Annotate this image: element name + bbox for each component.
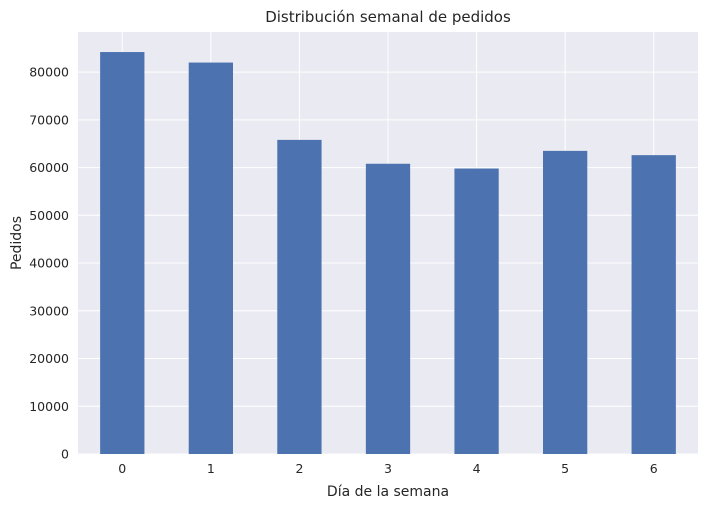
x-tick-label: 4 [473,461,481,476]
x-tick-label: 2 [295,461,303,476]
y-axis-title: Pedidos [9,216,25,270]
y-tick-label: 70000 [29,112,69,127]
x-tick-label: 0 [118,461,126,476]
x-axis-ticks: 0 1 2 3 4 5 6 [118,461,657,476]
bar-6 [631,155,676,454]
x-tick-label: 1 [207,461,215,476]
bar-1 [188,62,233,455]
x-axis-title: Día de la semana [327,484,449,500]
bar-4 [454,168,499,454]
y-tick-label: 50000 [29,208,69,223]
y-tick-label: 20000 [29,351,69,366]
bar-3 [365,163,411,454]
x-tick-label: 5 [561,461,569,476]
chart-title: Distribución semanal de pedidos [265,8,511,26]
y-tick-label: 80000 [29,65,69,80]
bars [100,52,676,455]
bar-0 [100,52,145,454]
y-axis-ticks: 0 10000 20000 30000 40000 50000 60000 70000 8000… [29,65,69,462]
y-tick-label: 0 [61,447,69,462]
bar-5 [543,150,588,454]
y-tick-label: 30000 [29,303,69,318]
x-tick-label: 6 [650,461,658,476]
y-tick-label: 40000 [29,256,69,271]
bar-2 [277,139,322,454]
x-tick-label: 3 [384,461,392,476]
y-tick-label: 60000 [29,160,69,175]
y-tick-label: 10000 [29,399,69,414]
